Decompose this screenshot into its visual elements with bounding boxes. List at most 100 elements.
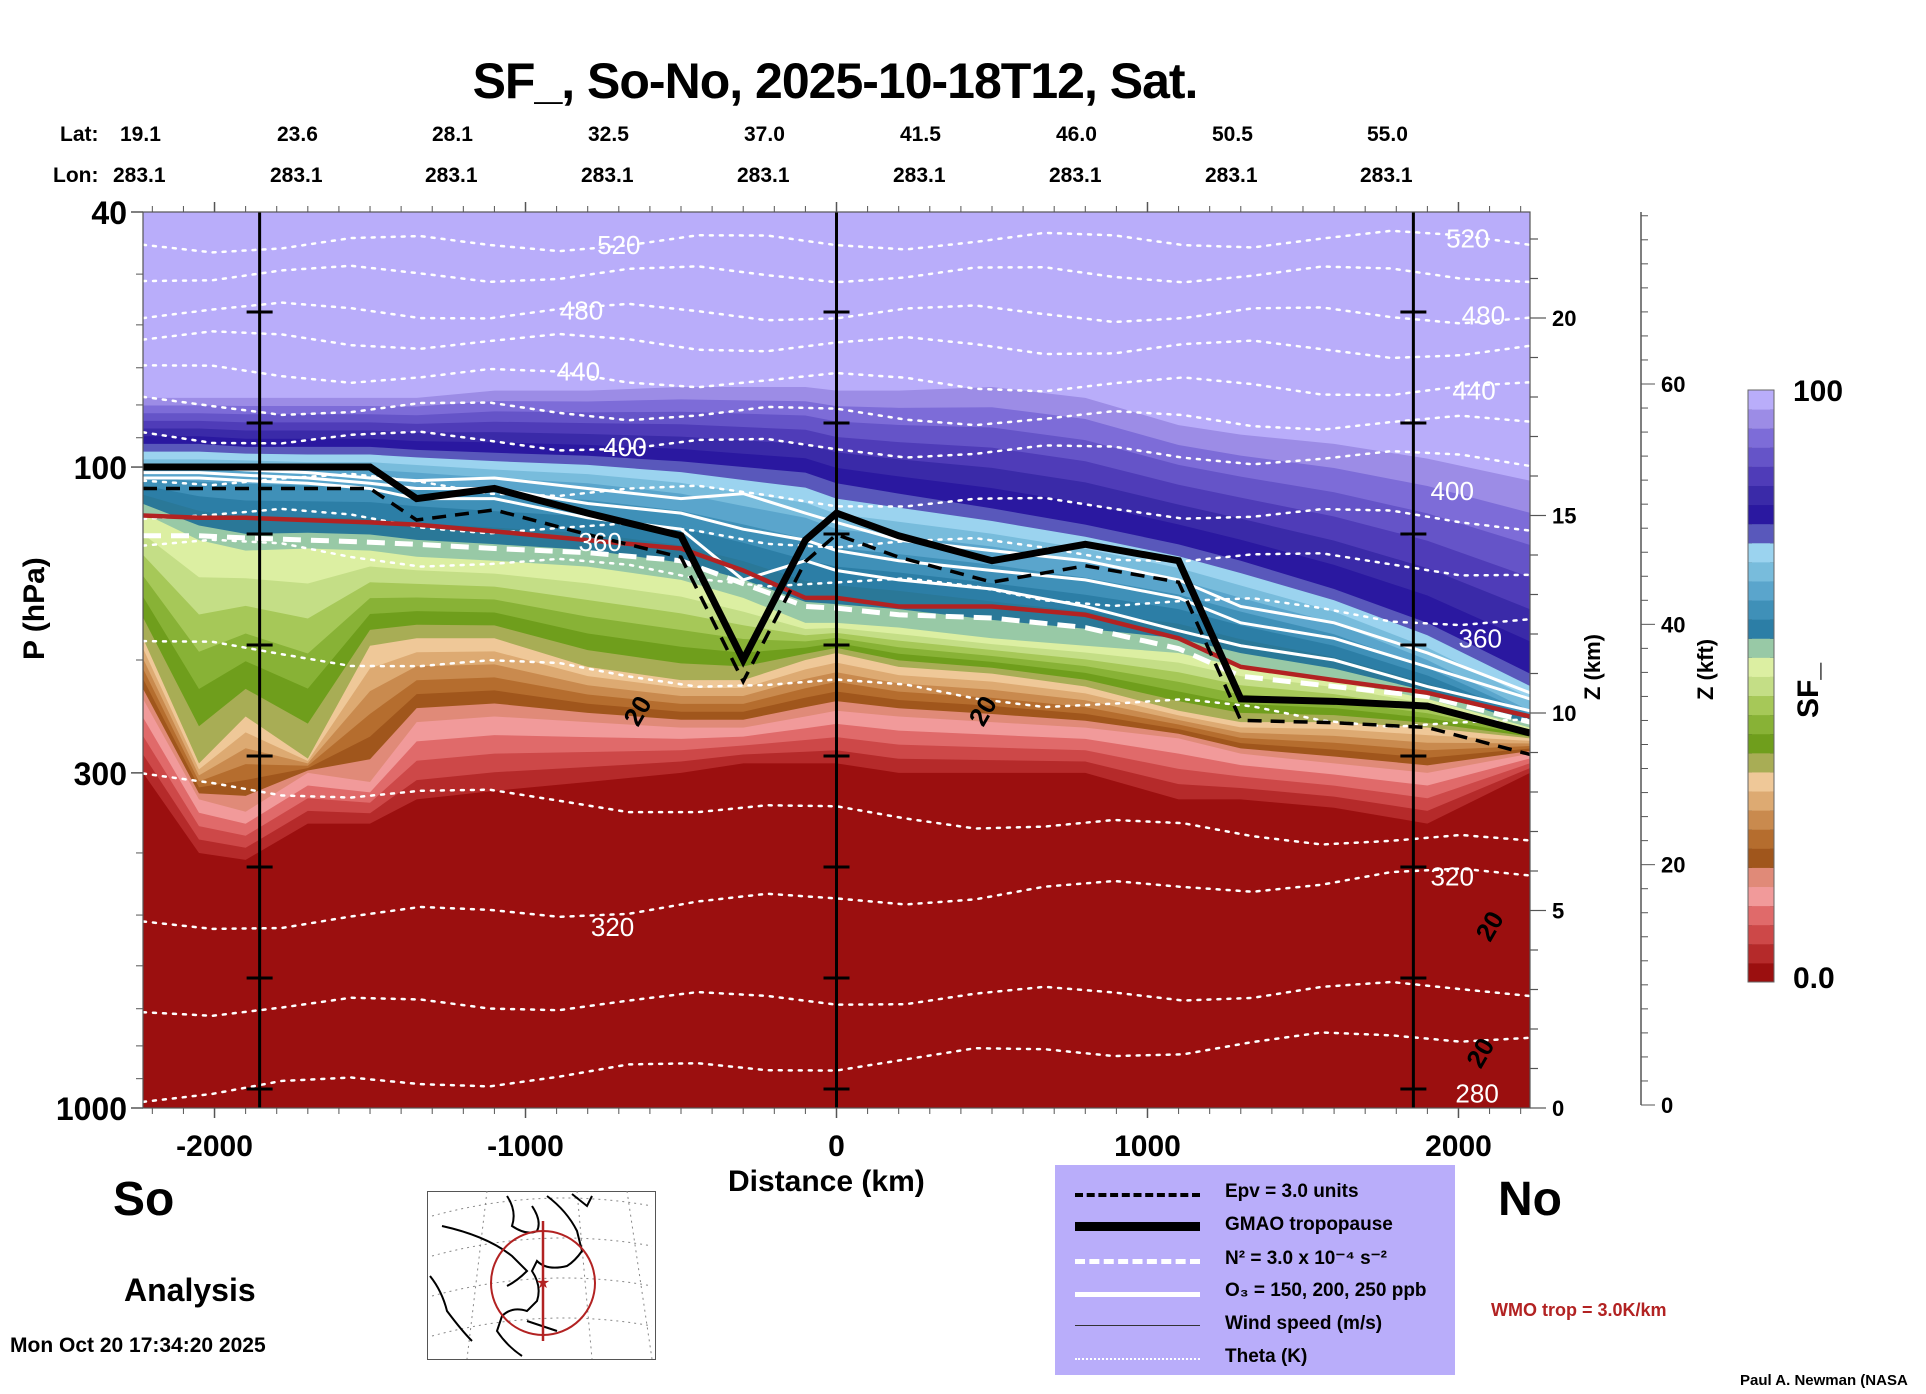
colorbar-swatch (1748, 714, 1774, 735)
x-axis-title: Distance (km) (728, 1165, 925, 1198)
colorbar-swatch (1748, 390, 1774, 410)
lat-value: 19.1 (120, 123, 161, 146)
latitude-row: Lat: 19.1 23.6 28.1 32.5 37.0 41.5 46.0 … (0, 123, 1500, 149)
colorbar-swatch (1748, 867, 1774, 888)
colorbar-swatch (1748, 886, 1774, 907)
legend-item-n2: N² = 3.0 x 10⁻⁴ s⁻² (1055, 1244, 1455, 1274)
x-tick-label: -2000 (176, 1130, 253, 1163)
theta-contour-line (143, 507, 1530, 577)
theta-label: 520 (1446, 224, 1489, 254)
lat-value: 55.0 (1367, 123, 1408, 146)
colorbar-swatch (1748, 619, 1774, 639)
lon-value: 283.1 (1049, 164, 1102, 187)
z-kft-tick-label: 0 (1661, 1093, 1673, 1118)
colorbar-title: SF_ (1792, 663, 1826, 718)
colorbar-swatch (1748, 943, 1774, 964)
white-dashed-line-icon (1075, 1259, 1200, 1264)
colorbar-swatch (1748, 752, 1774, 773)
timestamp: Mon Oct 20 17:34:20 2025 (10, 1334, 266, 1357)
colorbar-swatch (1748, 523, 1774, 544)
lon-value: 283.1 (270, 164, 323, 187)
theta-contour-line (143, 772, 1530, 846)
lat-value: 23.6 (277, 123, 318, 146)
colorbar-frame (1747, 389, 1775, 983)
z-kft-axis-title: Z (kft) (1693, 639, 1719, 700)
y-axis-title-text: P (hPa) (18, 557, 51, 660)
graticule (431, 1191, 653, 1360)
colorbar-swatch (1748, 657, 1774, 677)
legend-item-theta: Theta (K) (1055, 1343, 1455, 1373)
wmo-tropopause-note: WMO trop = 3.0K/km (1491, 1300, 1667, 1320)
y-tick-label: 100 (74, 450, 127, 486)
lon-value: 283.1 (113, 164, 166, 187)
lon-value: 283.1 (1360, 164, 1413, 187)
colorbar-swatch (1748, 771, 1774, 792)
legend-item-gmao-tropopause: GMAO tropopause (1055, 1211, 1455, 1241)
lat-label: Lat: (60, 123, 99, 146)
ozone-250-line (143, 465, 1530, 695)
axes: -2000 -1000 0 1000 2000 40 100 300 1000 0 5 10 15 20 0… (56, 195, 1686, 1163)
legend-text: N² = 3.0 x 10⁻⁴ s⁻² (1225, 1248, 1388, 1269)
coastlines (429, 1193, 593, 1357)
y-tick-label: 40 (91, 195, 127, 231)
white-dotted-line-icon (1075, 1358, 1200, 1360)
z-kft-axis-title-text: Z (kft) (1693, 638, 1718, 700)
theta-label: 320 (1431, 861, 1474, 891)
colorbar-swatch (1748, 810, 1774, 830)
theta-label: 480 (560, 296, 603, 326)
z-kft-tick-label: 60 (1661, 372, 1685, 397)
colorbar-swatch (1748, 905, 1774, 926)
colorbar-title-text: SF_ (1792, 662, 1825, 718)
theta-label: 280 (1455, 1079, 1498, 1109)
lon-label: Lon: (53, 164, 99, 187)
colorbar-swatch (1748, 485, 1774, 506)
colorbar-swatch (1748, 561, 1774, 582)
theta-label: 440 (1452, 376, 1495, 406)
ozone-150-line (143, 476, 1530, 713)
north-label: No (1498, 1173, 1562, 1226)
wmo-tropopause-line (143, 513, 1530, 719)
lon-value: 283.1 (425, 164, 478, 187)
overlay-lines (143, 463, 1530, 757)
lat-value: 46.0 (1056, 123, 1097, 146)
colorbar-max-label: 100 (1793, 375, 1844, 408)
theta-label: 520 (597, 230, 640, 260)
colorbar-swatch (1748, 447, 1774, 467)
gmao-tropopause-line (143, 463, 1530, 737)
z-km-tick-label: 15 (1552, 504, 1576, 529)
colorbar-swatch (1748, 638, 1774, 658)
theta-contour-line (143, 980, 1530, 1018)
lat-value: 28.1 (432, 123, 473, 146)
legend-item-epv: Epv = 3.0 units (1055, 1178, 1455, 1208)
legend: Epv = 3.0 units GMAO tropopause N² = 3.0… (1055, 1165, 1455, 1375)
colorbar (1747, 389, 1775, 983)
colorbar-swatch (1748, 580, 1774, 601)
theta-contour-line (143, 430, 1530, 468)
legend-text: Theta (K) (1225, 1346, 1308, 1367)
colorbar-swatch (1748, 542, 1774, 563)
z-kft-tick-label: 20 (1661, 853, 1685, 878)
black-thick-line-icon (1075, 1222, 1200, 1231)
theta-contour-line (143, 472, 1530, 532)
theta-label: 320 (591, 912, 634, 942)
y-axis-title: P (hPa) (18, 557, 52, 660)
y-tick-label: 300 (74, 756, 127, 792)
black-dashed-line-icon (1075, 1193, 1200, 1197)
theta-label: 360 (578, 527, 621, 557)
analysis-label: Analysis (124, 1272, 256, 1308)
lon-value: 283.1 (1205, 164, 1258, 187)
chart-title: SF_, So-No, 2025-10-18T12, Sat. (472, 53, 1199, 109)
lon-value: 283.1 (737, 164, 790, 187)
theta-label: 480 (1462, 300, 1505, 330)
colorbar-swatch (1748, 504, 1774, 525)
colorbar-swatch (1748, 676, 1774, 697)
theta-label: 360 (1459, 623, 1502, 653)
z-kft-tick-label: 40 (1661, 612, 1685, 637)
z-km-tick-label: 20 (1552, 306, 1576, 331)
south-label: So (113, 1173, 175, 1226)
lat-value: 50.5 (1212, 123, 1253, 146)
vertical-markers (246, 212, 1427, 1108)
theta-contour-line (143, 330, 1530, 360)
longitude-row: Lon: 283.1 283.1 283.1 283.1 283.1 283.1… (0, 164, 1500, 190)
